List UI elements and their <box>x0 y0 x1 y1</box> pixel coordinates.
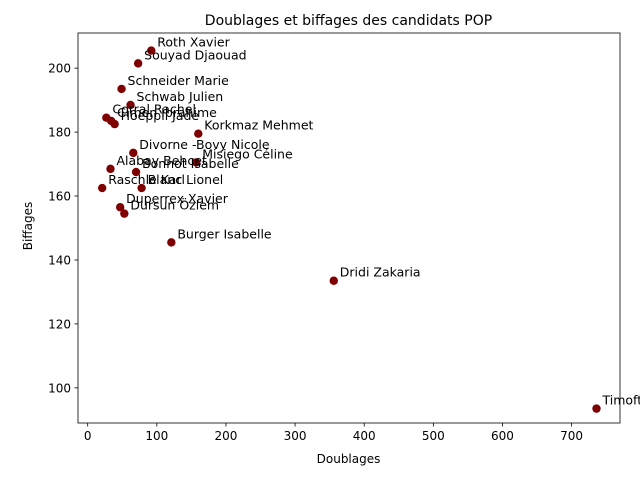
y-tick-label: 180 <box>48 126 71 140</box>
point-label: Blanc Lionel <box>148 172 224 187</box>
x-tick-label: 300 <box>284 429 307 443</box>
data-point <box>147 46 156 55</box>
data-point <box>129 148 138 158</box>
point-label: Alabay Behcet <box>116 153 206 168</box>
data-point <box>133 59 143 68</box>
data-point <box>167 238 176 247</box>
point-label: Burger Isabelle <box>177 226 272 241</box>
point-label: Schwab Julien <box>137 89 224 104</box>
y-tick-label: 100 <box>48 381 71 395</box>
x-tick-label: 700 <box>560 429 583 443</box>
point-label: Misiego Céline <box>202 146 293 161</box>
point-label: Souyad Djaouad <box>144 47 246 62</box>
plot-frame <box>77 32 621 424</box>
point-label: Corral Rachel <box>112 102 196 117</box>
x-tick-label: 400 <box>353 429 376 443</box>
data-point <box>192 158 201 167</box>
x-tick-label: 200 <box>214 429 237 443</box>
data-point <box>117 84 126 94</box>
data-point <box>131 167 141 177</box>
data-point <box>329 276 338 285</box>
point-label: Raschle Karl <box>108 172 185 187</box>
data-point <box>194 129 203 138</box>
y-tick-label: 160 <box>48 190 71 204</box>
point-label: Divorne -Bovy Nicole <box>139 137 270 152</box>
point-label: Duperrex Xavier <box>126 191 229 206</box>
point-label: Timofte Alexandre <box>601 393 640 408</box>
x-tick-label: 500 <box>422 429 445 443</box>
data-point <box>592 404 601 413</box>
data-point <box>120 209 129 218</box>
x-tick-label: 0 <box>84 429 92 443</box>
point-label: Roth Xavier <box>157 35 230 50</box>
chart-title: Doublages et biffages des candidats POP <box>205 13 492 29</box>
point-label: Schneider Marie <box>128 73 230 88</box>
data-point <box>115 203 125 212</box>
data-point <box>126 100 135 110</box>
y-tick-label: 120 <box>48 317 71 331</box>
data-point <box>106 164 115 174</box>
x-tick-label: 600 <box>491 429 514 443</box>
point-label: Cimen Ibrahime <box>117 105 217 120</box>
y-axis-label: Biffages <box>21 202 35 250</box>
x-tick-label: 100 <box>145 429 168 443</box>
data-point <box>137 183 146 193</box>
y-tick-label: 140 <box>48 253 71 267</box>
y-tick-label: 200 <box>48 62 71 76</box>
point-label: Bonnot Isabelle <box>142 156 239 171</box>
point-label: Dursun Özlem <box>130 197 219 213</box>
x-axis-label: Doublages <box>317 452 381 466</box>
point-label: Hoeppli Jade <box>121 108 200 123</box>
point-label: Korkmaz Mehmet <box>204 118 313 133</box>
data-point <box>97 183 107 193</box>
data-point <box>110 119 119 129</box>
point-label: Dridi Zakaria <box>340 265 421 280</box>
